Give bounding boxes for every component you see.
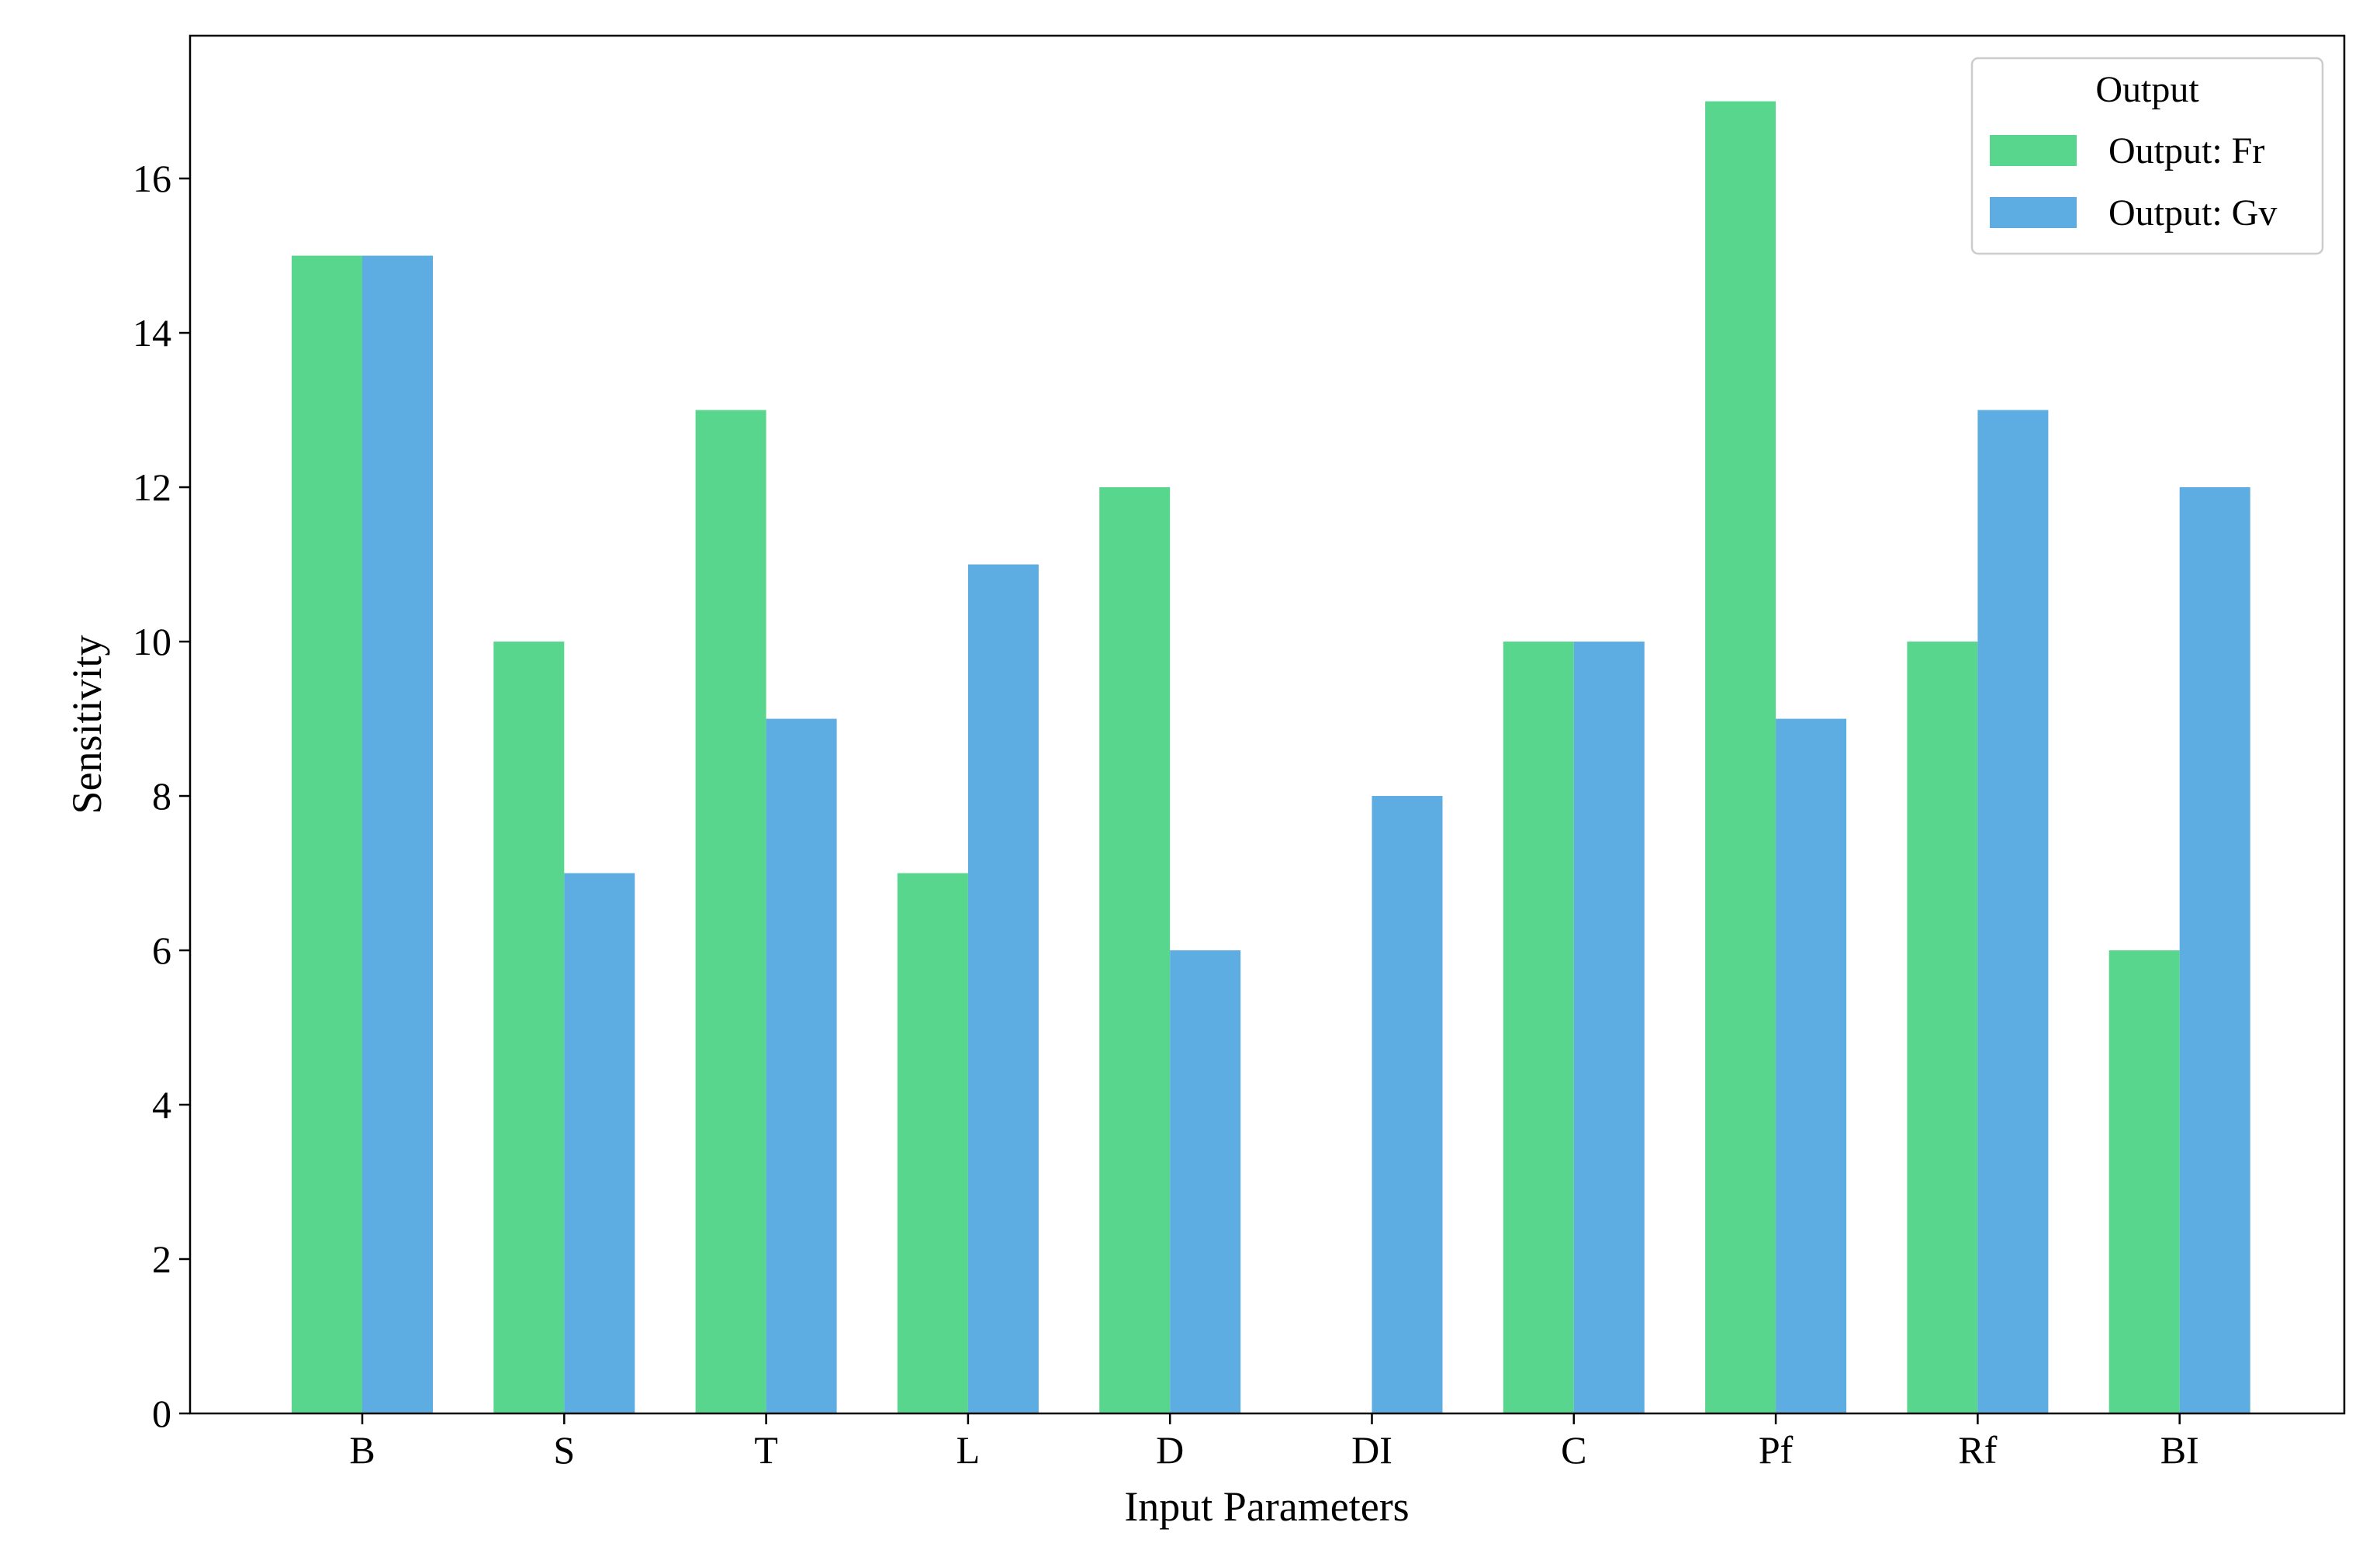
- bar-l-gv: [967, 564, 1039, 1414]
- legend-swatch-gv: [1990, 197, 2077, 228]
- x-tick-label-c: C: [1561, 1428, 1586, 1472]
- y-tick-label: 16: [133, 157, 171, 200]
- y-tick-label: 2: [152, 1237, 171, 1281]
- y-axis-ticks: 0 2 4 6 8 10 12 14 16: [133, 157, 190, 1435]
- bar-s-fr: [493, 642, 565, 1413]
- legend: Output Output: Fr Output: Gv: [1970, 57, 2324, 255]
- x-axis-title: Input Parameters: [1124, 1483, 1409, 1530]
- axes-layer: [189, 34, 2346, 1415]
- y-tick-label: 8: [152, 774, 171, 818]
- bar-b-gv: [362, 255, 433, 1414]
- x-tick-label-t: T: [754, 1428, 778, 1472]
- bar-pf-gv: [1776, 718, 1847, 1413]
- y-tick-label: 12: [133, 465, 171, 509]
- plot-frame: [189, 34, 2346, 1415]
- bars-layer: [292, 101, 2250, 1414]
- bar-d-gv: [1170, 950, 1241, 1413]
- legend-label-fr: Output: Fr: [2108, 130, 2264, 171]
- y-tick-label: 4: [152, 1083, 171, 1126]
- bar-s-gv: [564, 873, 635, 1413]
- x-axis-ticks: B S T L D DI C Pf Rf BI: [349, 1413, 2199, 1472]
- bar-rf-fr: [1907, 642, 1978, 1413]
- bar-di-gv: [1372, 796, 1443, 1413]
- bar-b-fr: [292, 255, 362, 1414]
- bar-pf-fr: [1705, 101, 1776, 1414]
- x-tick-label-bi: BI: [2160, 1428, 2199, 1472]
- x-tick-label-pf: Pf: [1759, 1428, 1794, 1472]
- y-tick-label: 10: [133, 620, 171, 663]
- bar-rf-gv: [1977, 410, 2049, 1413]
- bar-c-fr: [1503, 642, 1574, 1413]
- x-tick-label-s: S: [553, 1428, 575, 1472]
- x-tick-label-l: L: [956, 1428, 981, 1472]
- bar-t-gv: [766, 718, 837, 1413]
- x-tick-label-di: DI: [1351, 1428, 1392, 1472]
- y-axis-title: Sensitivity: [64, 635, 110, 814]
- bar-bi-fr: [2108, 950, 2180, 1413]
- legend-swatch-fr: [1990, 135, 2077, 166]
- y-tick-label: 0: [152, 1392, 171, 1435]
- legend-title: Output: [2095, 69, 2199, 110]
- legend-label-gv: Output: Gv: [2108, 192, 2277, 234]
- x-tick-label-d: D: [1156, 1428, 1184, 1472]
- x-tick-label-b: B: [349, 1428, 375, 1472]
- y-tick-label: 6: [152, 929, 171, 972]
- bar-l-fr: [897, 873, 968, 1413]
- x-tick-label-rf: Rf: [1958, 1428, 1997, 1472]
- bar-d-fr: [1099, 487, 1171, 1413]
- y-tick-label: 14: [133, 311, 171, 355]
- bar-c-gv: [1573, 642, 1645, 1413]
- bar-t-fr: [695, 410, 766, 1413]
- bar-bi-gv: [2179, 487, 2250, 1413]
